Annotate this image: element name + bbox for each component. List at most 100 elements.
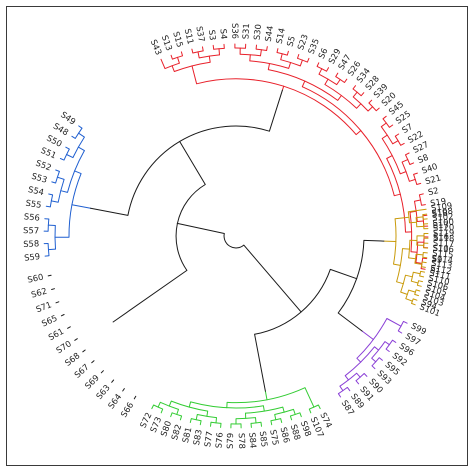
- tip-label: S10: [432, 243, 449, 254]
- cluster-branch: [414, 262, 423, 265]
- cluster-branch: [212, 44, 215, 50]
- cluster-branch: [416, 220, 424, 222]
- cluster-branch: [418, 193, 424, 196]
- cluster-branch: [421, 261, 427, 264]
- cluster-branch: [409, 162, 415, 165]
- backbone-branch: [254, 333, 266, 392]
- cluster-branch: [408, 178, 416, 182]
- cluster-branch: [385, 348, 390, 352]
- cluster-branch: [344, 78, 348, 83]
- cluster-branch: [422, 257, 428, 260]
- cluster-branch: [422, 213, 428, 216]
- cluster-branch: [337, 393, 342, 398]
- cluster-branch: [339, 385, 344, 392]
- tip-labels: S1S9S10S16S17S18S19S2S21S40S8S27S22S7S25…: [23, 23, 454, 449]
- tip-label: S14: [274, 27, 287, 45]
- tip-label: S31: [240, 23, 251, 39]
- backbone-branch: [90, 207, 129, 216]
- backbone-arc: [175, 184, 206, 271]
- tip-branch: [91, 360, 95, 364]
- cluster-branch: [415, 216, 424, 219]
- cluster-branch: [416, 182, 422, 185]
- cluster-branch: [299, 59, 303, 67]
- tip-label: S79: [225, 433, 235, 449]
- cluster-branch: [317, 404, 321, 410]
- cluster-branch: [405, 298, 413, 302]
- cluster-branch: [400, 291, 408, 295]
- cluster-branch: [179, 415, 183, 421]
- tip-label: S56: [23, 211, 40, 222]
- cluster-branch: [360, 92, 365, 97]
- cluster-branch: [346, 386, 351, 392]
- cluster-branch: [421, 266, 426, 268]
- tip-label: S106: [426, 277, 449, 292]
- cluster-branch: [60, 190, 68, 193]
- tip-label: S36: [230, 23, 240, 39]
- tip-label: S60: [27, 272, 45, 285]
- cluster-branch: [388, 124, 394, 128]
- cluster-branch: [160, 408, 164, 414]
- tip-label: S11: [183, 27, 196, 45]
- tip-label: S100: [432, 217, 454, 228]
- backbone-branch: [112, 269, 188, 323]
- tip-branch: [51, 288, 55, 290]
- tip-label: S7: [400, 121, 414, 135]
- tip-label: S75: [268, 429, 281, 447]
- cluster-stem: [281, 85, 285, 91]
- cluster-branch: [301, 80, 306, 88]
- tip-label: S116: [432, 243, 454, 254]
- cluster-branch: [171, 65, 175, 72]
- root-arc: [223, 233, 245, 249]
- cluster-branch: [355, 380, 360, 385]
- cluster-branch: [420, 270, 426, 273]
- tip-label: S120: [433, 222, 455, 233]
- cluster-branch: [74, 170, 82, 175]
- tip-label: S102: [432, 211, 454, 223]
- tip-label: S1: [429, 265, 441, 277]
- tip-label: S63: [94, 383, 112, 402]
- cluster-branch: [65, 146, 70, 150]
- cluster-branch: [55, 169, 60, 172]
- tip-label: S6: [316, 46, 330, 60]
- tip-label: S30: [252, 24, 264, 41]
- cluster-branch: [206, 410, 209, 417]
- cluster-branch: [410, 280, 419, 284]
- cluster-branch: [188, 401, 192, 408]
- cluster-branch: [56, 176, 65, 180]
- tip-branch: [47, 274, 52, 277]
- cluster-branch: [416, 284, 422, 287]
- cluster-branch: [78, 132, 85, 138]
- cluster-branch: [170, 412, 173, 418]
- cluster-branch: [352, 91, 358, 98]
- cluster-branch: [335, 72, 339, 78]
- cluster-branch: [414, 199, 421, 202]
- cluster-branch: [402, 248, 410, 250]
- cluster-branch: [336, 79, 341, 86]
- tip-label: S115: [432, 248, 454, 260]
- tip-label: S16: [433, 232, 449, 242]
- cluster-branch: [421, 204, 426, 206]
- tip-label: S114: [431, 253, 453, 265]
- tip-branch: [122, 388, 125, 392]
- tip-label: S2: [427, 185, 440, 197]
- cluster-branch: [375, 107, 380, 112]
- backbone-branch: [329, 268, 358, 280]
- cluster-branch: [378, 357, 383, 361]
- cluster-branch: [50, 200, 59, 203]
- cluster-branch: [326, 67, 329, 72]
- cluster-branch: [418, 280, 423, 283]
- cluster-branch: [396, 281, 404, 285]
- cluster-branch: [400, 142, 405, 146]
- tip-label: S71: [34, 299, 52, 314]
- cluster-branch: [157, 401, 161, 408]
- cluster-branch: [344, 375, 349, 381]
- tip-label: S55: [25, 198, 42, 210]
- cluster-branch: [409, 210, 417, 213]
- tip-label: S8: [416, 152, 430, 165]
- cluster-branch: [306, 57, 310, 63]
- cluster-branch: [215, 417, 217, 424]
- cluster-branch: [288, 62, 292, 69]
- cluster-branch: [59, 158, 65, 161]
- cluster-branch: [304, 387, 315, 408]
